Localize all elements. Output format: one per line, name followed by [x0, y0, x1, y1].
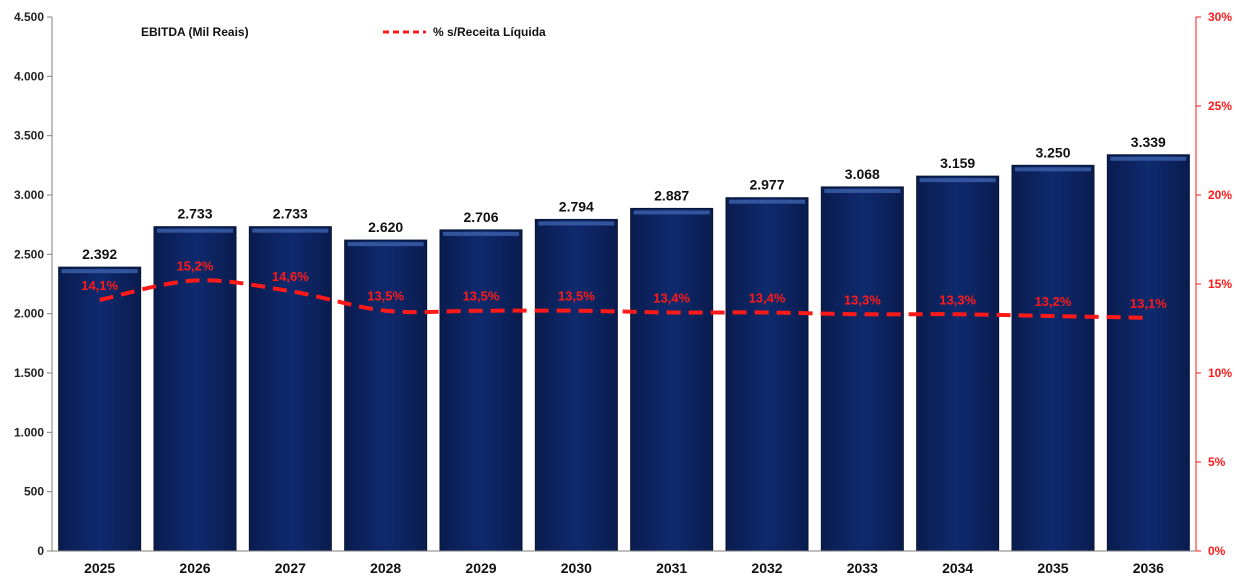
- left-y-axis: 0 500 1.000 1.500 2.000 2.500 3.000 3.500 4.000 4…: [14, 10, 53, 558]
- bar: [153, 226, 237, 552]
- legend-percent-label: % s/Receita Líquida: [433, 25, 546, 39]
- x-tick-label: 2026: [179, 560, 210, 576]
- bar-highlight: [157, 228, 233, 233]
- bar: [1011, 164, 1095, 552]
- bar: [58, 266, 142, 552]
- bar-highlight: [538, 221, 615, 226]
- percent-value-label: 13,5%: [558, 289, 595, 304]
- left-tick-label: 4.500: [14, 10, 44, 24]
- bar-highlight: [1015, 167, 1091, 172]
- left-tick-label: 3.500: [14, 129, 44, 143]
- bar: [725, 197, 809, 552]
- right-tick-label: 25%: [1208, 99, 1232, 113]
- bar: [248, 226, 332, 552]
- bar-value-label: 2.733: [177, 206, 212, 222]
- left-tick-label: 4.000: [14, 69, 44, 83]
- bar-highlight: [61, 269, 138, 274]
- x-tick-label: 2027: [275, 560, 306, 576]
- x-tick-label: 2029: [465, 560, 496, 576]
- right-tick-label: 20%: [1208, 188, 1232, 202]
- percent-line: [99, 278, 1149, 320]
- percent-value-label: 13,4%: [653, 290, 690, 305]
- left-tick-label: 3.000: [14, 188, 44, 202]
- x-tick-label: 2034: [942, 560, 973, 576]
- bar-value-labels: 2.392 2.733 2.733 2.620 2.706 2.794 2.887 2.977…: [82, 134, 1166, 262]
- bar-value-label: 2.794: [559, 198, 594, 214]
- bar: [344, 239, 428, 552]
- percent-value-label: 13,1%: [1130, 296, 1167, 311]
- right-y-axis: 0% 5% 10% 15% 20% 25% 30%: [1195, 10, 1232, 558]
- bar-value-label: 2.733: [273, 206, 308, 222]
- bar-value-label: 2.887: [654, 187, 689, 203]
- right-tick-label: 30%: [1208, 10, 1232, 24]
- percent-value-label: 13,5%: [367, 289, 404, 304]
- bar-value-label: 3.250: [1035, 144, 1070, 160]
- percent-value-labels: 14,1% 15,2% 14,6% 13,5% 13,5% 13,5% 13,4% 13,4%…: [81, 258, 1167, 310]
- x-tick-label: 2031: [656, 560, 687, 576]
- right-tick-label: 15%: [1208, 277, 1232, 291]
- percent-value-label: 13,2%: [1035, 294, 1072, 309]
- bar: [534, 218, 618, 552]
- bar-highlight: [919, 178, 996, 183]
- percent-value-label: 13,3%: [844, 292, 881, 307]
- left-tick-label: 0: [37, 544, 44, 558]
- percent-value-label: 14,6%: [272, 269, 309, 284]
- bar-highlight: [252, 228, 329, 233]
- x-axis-labels: 2025 2026 2027 2028 2029 2030 2031 2032 2033 2034…: [52, 550, 1196, 576]
- bar-value-label: 2.620: [368, 219, 403, 235]
- left-tick-label: 2.000: [14, 307, 44, 321]
- bar-value-label: 3.339: [1131, 134, 1166, 150]
- bar: [916, 175, 1000, 552]
- x-tick-label: 2036: [1133, 560, 1164, 576]
- percent-value-label: 14,1%: [81, 278, 118, 293]
- bar: [630, 207, 714, 552]
- bar-value-label: 2.392: [82, 246, 117, 262]
- left-tick-label: 500: [24, 485, 44, 499]
- bar-highlight: [729, 199, 805, 204]
- bar-value-label: 2.706: [463, 209, 498, 225]
- percent-value-label: 13,3%: [939, 292, 976, 307]
- x-tick-label: 2030: [561, 560, 592, 576]
- legend-ebitda-label: EBITDA (Mil Reais): [141, 25, 249, 39]
- x-tick-label: 2025: [84, 560, 115, 576]
- bar-highlight: [824, 188, 901, 193]
- x-tick-label: 2035: [1037, 560, 1068, 576]
- left-tick-label: 1.000: [14, 425, 44, 439]
- left-tick-label: 2.500: [14, 247, 44, 261]
- legend: EBITDA (Mil Reais) % s/Receita Líquida: [141, 25, 546, 39]
- bar-series: [58, 154, 1190, 552]
- right-tick-label: 5%: [1208, 455, 1226, 469]
- bar-highlight: [443, 231, 519, 236]
- left-tick-label: 1.500: [14, 366, 44, 380]
- x-tick-label: 2028: [370, 560, 401, 576]
- bar-highlight: [633, 210, 710, 215]
- bar-value-label: 3.159: [940, 155, 975, 171]
- x-tick-label: 2032: [751, 560, 782, 576]
- x-tick-label: 2033: [847, 560, 878, 576]
- bar: [439, 229, 523, 552]
- bar-value-label: 2.977: [749, 177, 784, 193]
- percent-value-label: 13,5%: [463, 289, 500, 304]
- right-tick-label: 10%: [1208, 366, 1232, 380]
- percent-line-series: [99, 278, 1149, 320]
- percent-value-label: 15,2%: [177, 258, 214, 273]
- right-tick-label: 0%: [1208, 544, 1226, 558]
- percent-value-label: 13,4%: [749, 290, 786, 305]
- bar-highlight: [1110, 156, 1187, 161]
- bar: [820, 186, 904, 552]
- bar: [1106, 154, 1190, 552]
- bar-value-label: 3.068: [845, 166, 880, 182]
- bar-highlight: [347, 242, 424, 247]
